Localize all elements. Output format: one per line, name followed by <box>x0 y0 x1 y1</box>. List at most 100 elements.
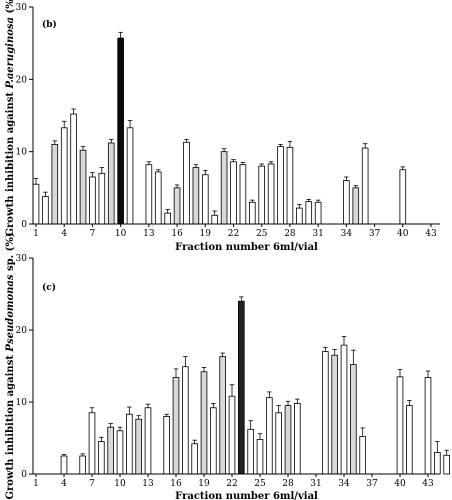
bar-fraction-16 <box>172 377 180 475</box>
bar-fraction-13 <box>145 164 153 225</box>
bar-fraction-8 <box>98 441 105 475</box>
bar-fraction-19 <box>201 174 209 225</box>
bar-fraction-31 <box>314 201 322 225</box>
bar-fraction-8 <box>98 172 106 225</box>
x-tick-label: 37 <box>369 229 381 239</box>
bar-fraction-24 <box>247 428 254 475</box>
bar-fraction-17 <box>182 366 189 475</box>
x-tick-label: 10 <box>115 229 127 239</box>
bar-fraction-4 <box>60 455 68 475</box>
x-tick-label: 7 <box>90 229 96 239</box>
x-tick-label: 43 <box>425 229 437 239</box>
bar-fraction-40 <box>396 376 404 475</box>
y-tick-label: 0 <box>21 220 27 230</box>
y-tick-label: 20 <box>16 326 28 336</box>
x-tick-label: 31 <box>310 479 321 489</box>
x-tick-label: 19 <box>200 229 212 239</box>
bar-fraction-1 <box>32 183 40 225</box>
panel-label: (b) <box>42 19 57 30</box>
chart-panel-1: 0 10 20 30 1 4 7 10 13 16 19 22 25 28 31 34 37 40 43 Fracti… <box>5 0 440 253</box>
bar-fraction-13 <box>144 407 152 475</box>
bar-fraction-5 <box>70 113 77 225</box>
x-tick-label: 34 <box>341 229 353 239</box>
bar-fraction-7 <box>88 412 96 475</box>
x-axis-label: Fraction number 6ml/vial <box>175 491 318 500</box>
bar-fraction-43 <box>424 377 432 475</box>
panel-label: (c) <box>42 282 56 293</box>
x-tick-label: 16 <box>171 229 183 239</box>
x-tick-label: 4 <box>61 479 67 489</box>
x-axis-label: Fraction number 6ml/vial <box>175 242 318 253</box>
bar-fraction-32 <box>322 351 329 475</box>
bar-fraction-33 <box>331 354 338 475</box>
bar-fraction-11 <box>126 127 134 225</box>
bar-fraction-15 <box>163 415 170 475</box>
y-axis-label: Growth inhibition against P.aeruginosa (… <box>5 0 16 237</box>
x-tick-label: 1 <box>33 479 39 489</box>
bar-fraction-24 <box>249 201 256 225</box>
x-tick-label: 22 <box>226 479 237 489</box>
bar-fraction-20 <box>210 407 217 475</box>
bar-fraction-26 <box>266 397 273 475</box>
bar-fraction-9 <box>107 426 114 475</box>
bar-fraction-21 <box>219 356 226 475</box>
bar-fraction-7 <box>89 176 96 225</box>
bar-fraction-6 <box>79 455 86 475</box>
bar-fraction-30 <box>305 201 313 225</box>
x-tick-label: 31 <box>312 229 323 239</box>
bar-fraction-18 <box>191 443 198 475</box>
x-tick-label: 37 <box>366 479 378 489</box>
x-tick-label: 13 <box>143 229 155 239</box>
y-tick-label: 10 <box>16 398 28 408</box>
x-tick-label: 25 <box>256 229 268 239</box>
x-tick-label: 25 <box>254 479 266 489</box>
x-tick-label: 13 <box>142 479 154 489</box>
bar-fraction-28 <box>284 405 292 475</box>
x-tick-label: 28 <box>284 229 296 239</box>
bar-fraction-19 <box>200 371 208 475</box>
bar-fraction-4 <box>60 127 68 225</box>
y-tick-label: 0 <box>21 470 27 480</box>
bar-fraction-40 <box>399 169 407 225</box>
bar-fraction-28 <box>286 146 294 225</box>
bar-fraction-27 <box>275 412 282 475</box>
bar-fraction-36 <box>359 436 366 475</box>
x-tick-label: 28 <box>282 479 294 489</box>
y-tick-label: 30 <box>16 254 28 264</box>
bar-fraction-15 <box>164 212 171 225</box>
bar-fraction-11 <box>126 413 133 475</box>
x-tick-label: 22 <box>228 229 239 239</box>
bar-fraction-44 <box>434 451 441 475</box>
bar-fraction-21 <box>220 151 228 225</box>
bar-fraction-29 <box>294 403 301 475</box>
bar-fraction-18 <box>192 167 200 225</box>
bar-fraction-45 <box>443 454 450 475</box>
bar-fraction-27 <box>277 146 284 225</box>
bar-fraction-25 <box>258 165 266 225</box>
bar-fraction-3 <box>51 144 59 225</box>
x-tick-label: 34 <box>338 479 350 489</box>
x-tick-label: 10 <box>114 479 126 489</box>
bar-fraction-22 <box>228 395 236 475</box>
bar-fraction-12 <box>135 418 142 475</box>
y-tick-label: 30 <box>16 3 28 13</box>
x-tick-label: 1 <box>33 229 39 239</box>
bar-fraction-23 <box>238 300 245 475</box>
chart-panel-2: 0 10 20 30 1 4 7 10 13 16 19 22 25 28 31 34 37 40 43 Fracti… <box>5 232 450 500</box>
bar-fraction-17 <box>183 141 190 225</box>
bar-fraction-35 <box>350 364 357 475</box>
x-tick-label: 40 <box>397 229 409 239</box>
x-tick-label: 7 <box>89 479 95 489</box>
bar-fraction-35 <box>352 187 360 225</box>
bar-fraction-16 <box>173 187 181 225</box>
bar-fraction-26 <box>267 163 275 225</box>
bar-fraction-9 <box>107 142 115 225</box>
y-tick-label: 20 <box>16 75 28 85</box>
bar-fraction-25 <box>256 439 264 475</box>
bar-fraction-34 <box>340 344 348 475</box>
bar-fraction-10 <box>116 430 124 475</box>
x-tick-label: 4 <box>61 229 67 239</box>
bar-fraction-22 <box>230 161 237 225</box>
x-tick-label: 19 <box>198 479 210 489</box>
